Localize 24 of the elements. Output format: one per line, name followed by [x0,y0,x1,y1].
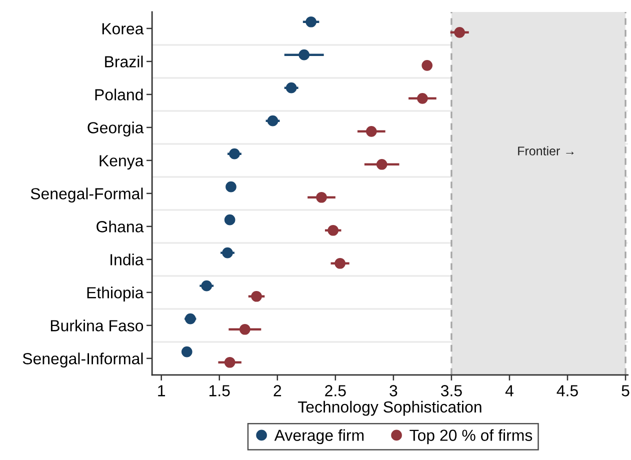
band-label: Frontier → [518,146,574,156]
x-tick-label: 1.5 [209,385,230,396]
y-tick-label: Georgia [88,122,144,137]
legend-label: Average firm [274,429,364,444]
y-tick-label: Korea [102,23,144,34]
x-tick-label: 3.5 [440,385,462,396]
y-tick-label: Senegal-Informal [22,352,143,368]
y-tick-label: Poland [95,88,143,100]
x-tick-label: 2 [274,385,282,396]
y-tick-label: Ghana [96,220,144,232]
y-tick-label: India [110,254,144,266]
y-tick-label: Kenya [100,155,144,170]
y-tick-label: Burkina Faso [50,320,144,332]
x-tick-label: 3 [390,385,398,396]
legend-label: Top 20 % of firms [410,429,532,444]
x-tick-label: 1 [158,385,166,396]
x-axis-title: Technology Sophistication [298,400,482,416]
x-tick-label: 4 [505,385,514,396]
x-tick-label: 2.5 [325,385,346,396]
x-tick-label: 4.5 [556,385,578,396]
y-tick-label: Ethiopia [87,286,144,302]
x-tick-label: 5 [622,385,630,396]
y-tick-label: Brazil [105,56,143,68]
y-tick-label: Senegal-Formal [30,188,143,203]
